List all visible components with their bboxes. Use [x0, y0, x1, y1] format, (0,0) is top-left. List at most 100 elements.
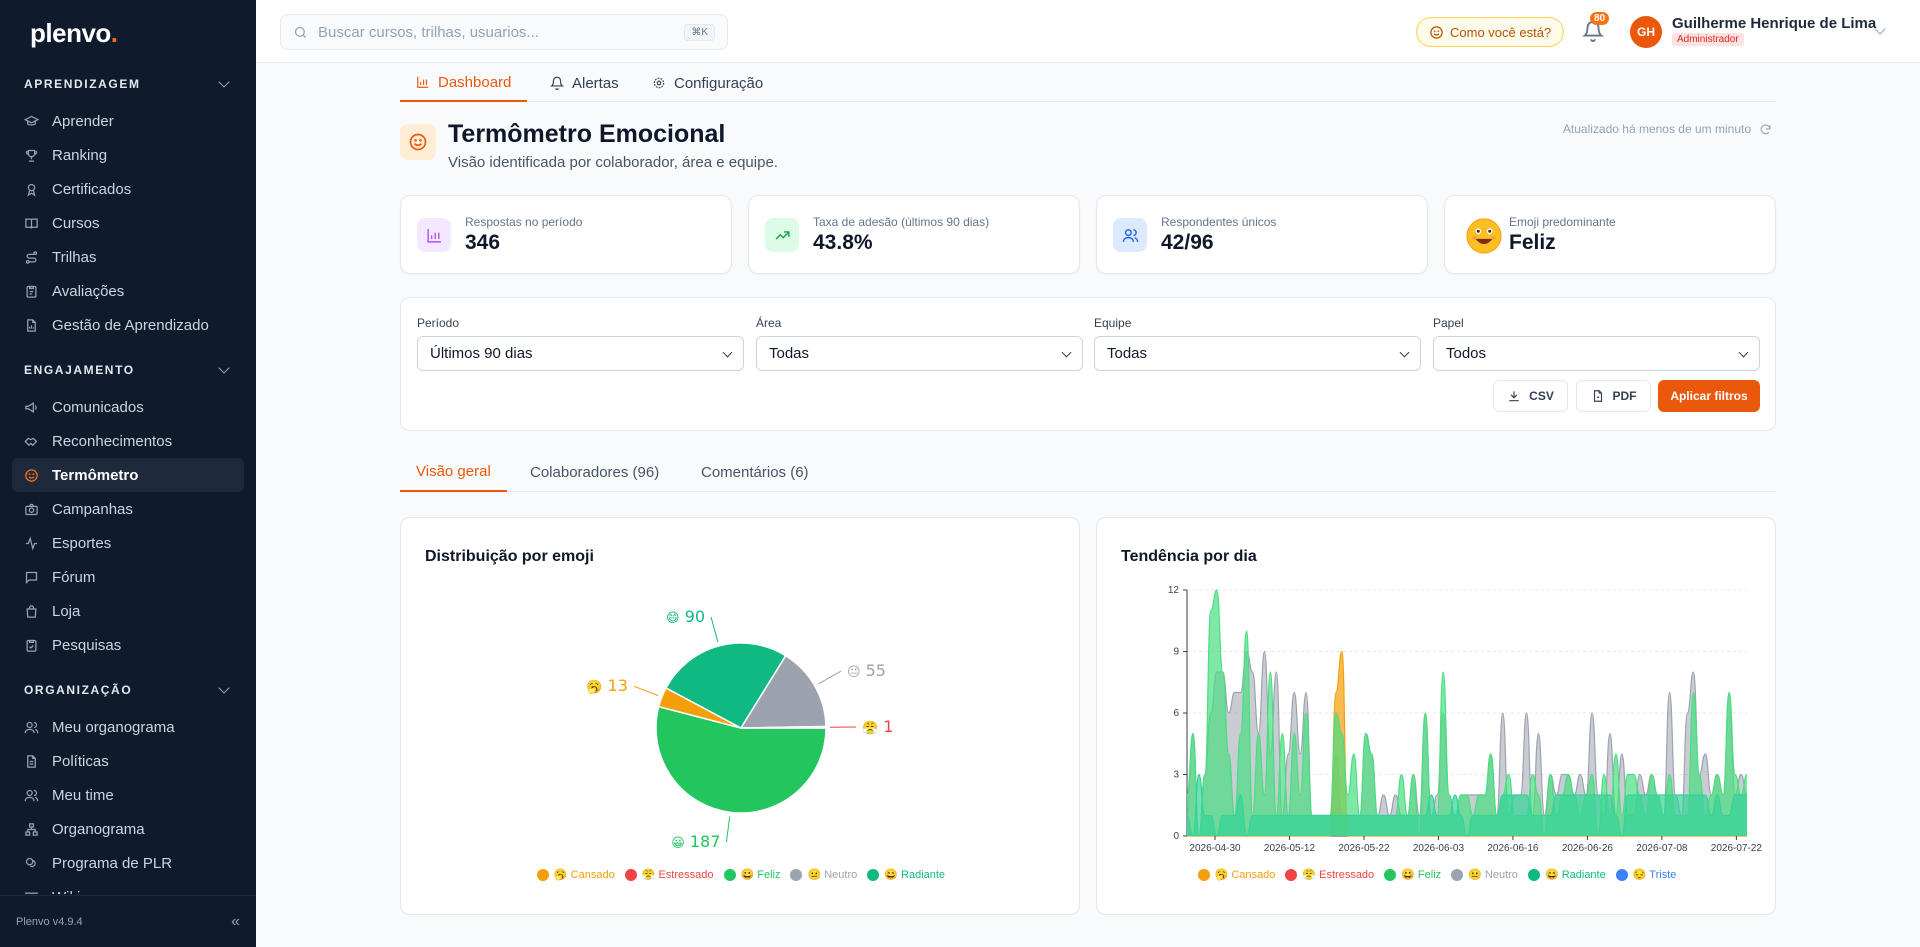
pie-slice-estressado[interactable]: [740, 725, 827, 729]
sidebar-item-label: Termômetro: [52, 466, 139, 484]
brand-logo[interactable]: plenvo.: [30, 18, 118, 48]
tab-alertas[interactable]: Alertas: [534, 64, 635, 102]
sidebar-item-certificados[interactable]: Certificados: [12, 172, 244, 206]
filters-panel: Período Últimos 90 dias Área Todas Equip…: [400, 297, 1776, 431]
sidebar-item-label: Aprender: [52, 112, 114, 130]
chart-title: Distribuição por emoji: [425, 548, 594, 565]
periodo-select[interactable]: Últimos 90 dias: [417, 336, 744, 371]
pie-slice-radiante[interactable]: [664, 642, 787, 729]
legend-label: 😀 Feliz: [1401, 869, 1442, 881]
search-shortcut: ⌘K: [684, 23, 715, 41]
legend-item[interactable]: 😀 Feliz: [723, 868, 780, 881]
kpi-label: Emoji predominante: [1509, 215, 1616, 229]
tab-label: Alertas: [572, 74, 619, 92]
button-label: CSV: [1529, 389, 1554, 403]
sidebar-item-reconhecimentos[interactable]: Reconhecimentos: [12, 424, 244, 458]
sidebar-item-forum[interactable]: Fórum: [12, 560, 244, 594]
sidebar-section-header[interactable]: ENGAJAMENTO: [12, 350, 244, 390]
sidebar-item-label: Comunicados: [52, 398, 144, 416]
sidebar-item-programa-de-plr[interactable]: Programa de PLR: [12, 846, 244, 880]
area-select[interactable]: Todas: [756, 336, 1083, 371]
legend-item[interactable]: 😐 Neutro: [790, 868, 857, 881]
chevron-down-icon: [218, 362, 230, 374]
sidebar-item-label: Trilhas: [52, 248, 97, 266]
sidebar-item-gestao-de-aprendizado[interactable]: Gestão de Aprendizado: [12, 308, 244, 342]
sidebar-item-meu-time[interactable]: Meu time: [12, 778, 244, 812]
kpi-label: Respostas no período: [465, 215, 583, 229]
legend-item[interactable]: 😔 Triste: [1615, 868, 1676, 881]
sidebar-item-comunicados[interactable]: Comunicados: [12, 390, 244, 424]
filter-label: Papel: [1433, 316, 1464, 330]
legend-item[interactable]: 😀 Feliz: [1384, 868, 1441, 881]
sidebar-item-ranking[interactable]: Ranking: [12, 138, 244, 172]
collapse-sidebar-icon[interactable]: «: [231, 912, 240, 930]
kpi-value: Feliz: [1509, 231, 1556, 254]
equipe-select[interactable]: Todas: [1094, 336, 1421, 371]
area-series-radiante[interactable]: [1187, 774, 1747, 837]
pie-label-emoji: 😤: [862, 720, 878, 736]
tab-comentarios[interactable]: Comentários (6): [701, 463, 809, 481]
sidebar-item-label: Políticas: [52, 752, 109, 770]
mood-checkin-button[interactable]: Como você está?: [1416, 17, 1565, 47]
filter-periodo: Período Últimos 90 dias: [417, 316, 744, 371]
legend-item[interactable]: 😄 Radiante: [867, 868, 945, 881]
sidebar-item-avaliacoes[interactable]: Avaliações: [12, 274, 244, 308]
pie-data-label: 😀 187: [671, 832, 720, 851]
x-tick-label: 2026-05-22: [1338, 843, 1390, 854]
sidebar-item-politicas[interactable]: Políticas: [12, 744, 244, 778]
x-tick-label: 2026-06-26: [1562, 843, 1614, 854]
legend-label: 😤 Estressado: [641, 869, 714, 881]
sidebar-item-cursos[interactable]: Cursos: [12, 206, 244, 240]
legend-item[interactable]: 😤 Estressado: [624, 868, 714, 881]
sidebar-section-header[interactable]: ORGANIZAÇÃO: [12, 670, 244, 710]
sidebar-item-meu-organograma[interactable]: Meu organograma: [12, 710, 244, 744]
x-tick-label: 2026-07-08: [1636, 843, 1688, 854]
refresh-icon[interactable]: [1759, 123, 1772, 136]
pie-label-emoji: 😄: [666, 611, 680, 626]
pie-data-label: 😄 90: [666, 607, 705, 626]
sidebar-item-trilhas[interactable]: Trilhas: [12, 240, 244, 274]
file-chart-icon: [27, 318, 36, 332]
sidebar-item-loja[interactable]: Loja: [12, 594, 244, 628]
tab-configuracao[interactable]: Configuração: [636, 64, 779, 102]
legend-item[interactable]: 😐 Neutro: [1451, 868, 1518, 881]
sidebar-item-pesquisas[interactable]: Pesquisas: [12, 628, 244, 662]
papel-select[interactable]: Todos: [1433, 336, 1760, 371]
legend-item[interactable]: 🥱 Cansado: [1197, 868, 1275, 881]
sidebar-item-label: Fórum: [52, 568, 96, 586]
legend-swatch: [867, 868, 880, 881]
pie-slice-neutro[interactable]: [739, 654, 827, 729]
legend-item[interactable]: 😄 Radiante: [1527, 868, 1606, 881]
avatar[interactable]: GH: [1630, 16, 1662, 48]
export-csv-button[interactable]: CSV: [1493, 380, 1568, 412]
sidebar-item-termometro[interactable]: Termômetro: [12, 458, 244, 492]
pie-leader-line: [725, 816, 731, 843]
search-input[interactable]: Buscar cursos, trilhas, usuarios... ⌘K: [280, 14, 728, 50]
sidebar-item-wiki[interactable]: Wiki: [12, 880, 244, 894]
apply-filters-button[interactable]: Aplicar filtros: [1658, 380, 1760, 412]
gear-icon: [653, 77, 665, 89]
sidebar-section-header[interactable]: APRENDIZAGEM: [12, 64, 244, 104]
pie-data-label: 🥱 13: [586, 676, 628, 695]
select-value: Todos: [1446, 345, 1487, 362]
user-name[interactable]: Guilherme Henrique de Lima: [1672, 15, 1877, 32]
tab-visao-geral[interactable]: Visão geral: [400, 452, 507, 492]
y-tick-label: 9: [1173, 647, 1179, 658]
sidebar-item-campanhas[interactable]: Campanhas: [12, 492, 244, 526]
app-version: Plenvo v4.9.4: [16, 915, 83, 928]
chevron-down-icon: [218, 682, 230, 694]
legend-item[interactable]: 😤 Estressado: [1285, 868, 1374, 881]
tab-dashboard[interactable]: Dashboard: [400, 64, 528, 102]
tab-colaboradores[interactable]: Colaboradores (96): [530, 463, 660, 481]
sidebar-item-aprender[interactable]: Aprender: [12, 104, 244, 138]
sidebar-item-esportes[interactable]: Esportes: [12, 526, 244, 560]
sidebar-item-organograma[interactable]: Organograma: [12, 812, 244, 846]
user-role-badge: Administrador: [1672, 33, 1744, 46]
legend-item[interactable]: 🥱 Cansado: [536, 868, 615, 881]
pie-data-label: 😤 1: [862, 717, 893, 736]
filter-label: Equipe: [1094, 316, 1132, 330]
export-pdf-button[interactable]: PDF: [1576, 380, 1651, 412]
pie-slice-feliz[interactable]: [655, 705, 827, 814]
daily-trend-card: Tendência por dia 0 3 6 9 12 2026-04-30 2026-0…: [1096, 517, 1776, 915]
select-value: Todas: [769, 345, 810, 362]
